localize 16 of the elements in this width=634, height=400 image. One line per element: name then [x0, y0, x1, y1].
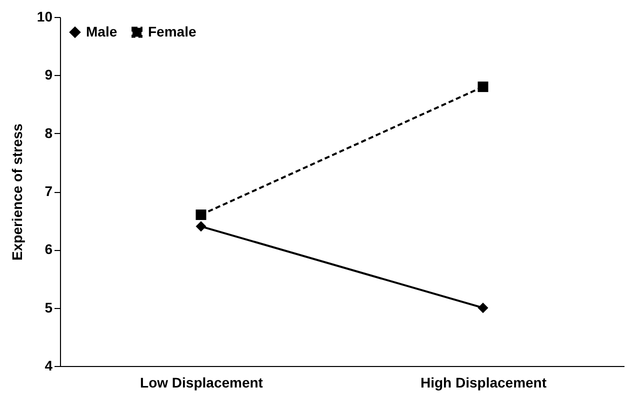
point [478, 302, 488, 314]
y-tick-label: 9 [44, 66, 53, 83]
legend-label: Male [86, 23, 118, 40]
y-axis-title: Experience of stress [8, 123, 25, 260]
point [478, 82, 488, 92]
x-tick-label: High Displacement [420, 374, 547, 390]
y-tick-label: 8 [44, 124, 53, 141]
legend-label: Female [148, 23, 196, 40]
y-tick-label: 6 [44, 241, 53, 258]
point [196, 210, 206, 220]
x-tick-label: Low Displacement [140, 374, 264, 390]
y-tick-label: 5 [44, 299, 53, 316]
y-tick-label: 4 [44, 358, 53, 374]
y-tick-label: 10 [36, 8, 53, 24]
point [196, 221, 206, 232]
y-tick-label: 7 [44, 183, 53, 199]
